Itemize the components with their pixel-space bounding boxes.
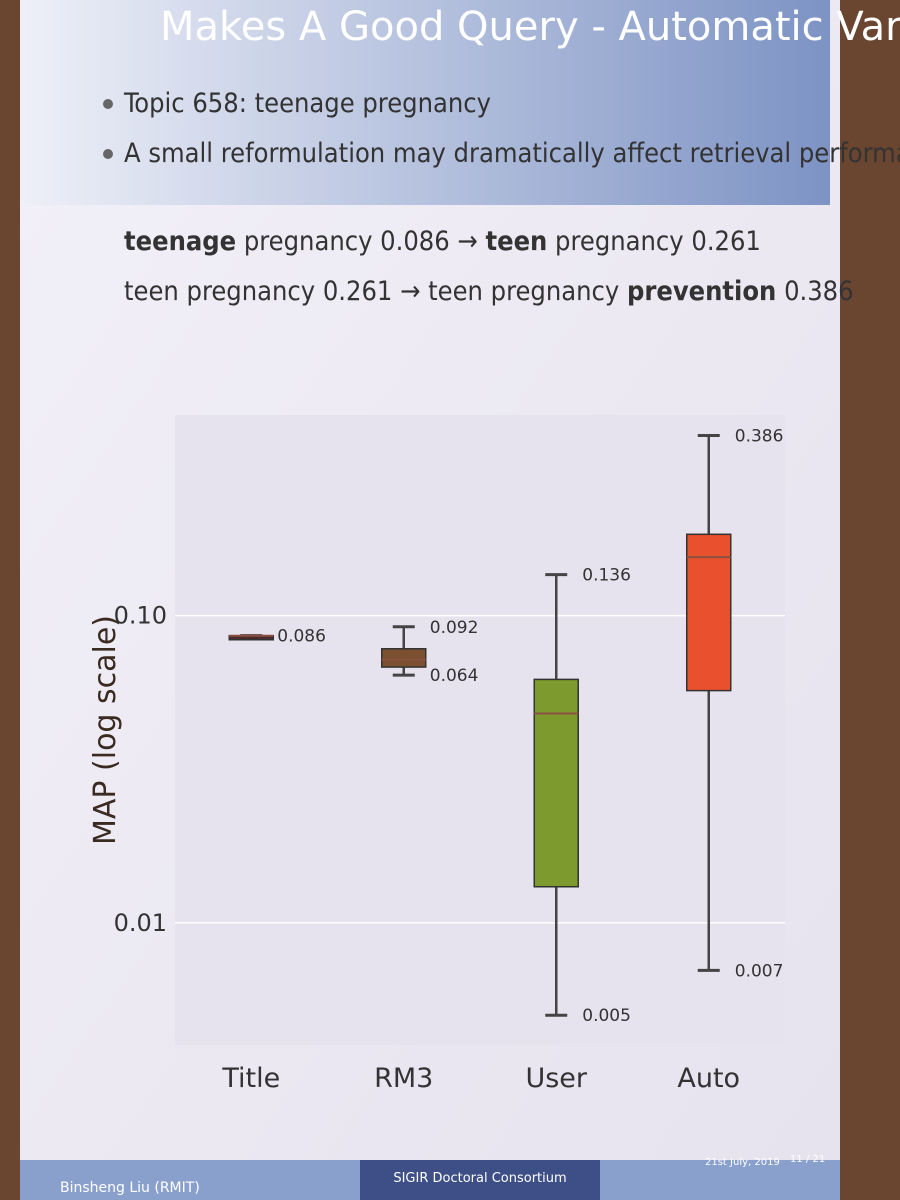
footer-date: 21st July, 2019	[705, 1157, 780, 1168]
data-label: 0.007	[735, 961, 784, 981]
y-tick-label: 0.01	[114, 909, 167, 937]
reformulation-line: teenage pregnancy 0.086 → teen pregnancy…	[124, 226, 761, 257]
x-tick-label: RM3	[374, 1063, 433, 1094]
data-label: 0.064	[430, 666, 479, 686]
y-tick-label: 0.10	[114, 602, 167, 630]
x-tick-label: Auto	[677, 1063, 740, 1094]
text-segment: prevention	[627, 276, 776, 307]
footer-event: SIGIR Doctoral Consortium	[393, 1171, 566, 1186]
x-tick-label: User	[525, 1063, 587, 1094]
slide-title: Makes A Good Query - Automatic Variation…	[160, 4, 900, 50]
footer-center	[360, 1160, 600, 1200]
bullet-dot	[103, 149, 113, 159]
text-segment: pregnancy 0.086 →	[236, 226, 485, 257]
text-segment: teenage	[124, 226, 236, 257]
bullet: A small reformulation may dramatically a…	[124, 138, 900, 169]
bullet: Topic 658: teenage pregnancy	[123, 88, 491, 119]
header-band	[20, 0, 830, 205]
data-label: 0.005	[582, 1006, 631, 1026]
text-segment: pregnancy 0.261	[547, 226, 761, 257]
x-tick-label: Title	[221, 1063, 280, 1094]
data-label: 0.092	[430, 618, 479, 638]
reformulation-line: teen pregnancy 0.261 → teen pregnancy pr…	[124, 276, 854, 307]
box	[381, 648, 427, 668]
footer-page: 11 / 21	[790, 1154, 825, 1165]
bullet-dot	[103, 99, 113, 109]
box	[686, 533, 732, 692]
data-label: 0.136	[582, 566, 631, 586]
y-axis-label: MAP (log scale)	[88, 615, 123, 845]
text-segment: 0.386	[776, 276, 853, 307]
plot-area	[175, 415, 785, 1045]
data-label: 0.086	[277, 627, 326, 647]
data-label: 0.386	[735, 426, 784, 446]
box	[533, 678, 579, 888]
text-segment: teen	[485, 226, 547, 257]
text-segment: teen pregnancy 0.261 → teen pregnancy	[124, 276, 627, 307]
footer-author: Binsheng Liu (RMIT)	[60, 1180, 200, 1196]
